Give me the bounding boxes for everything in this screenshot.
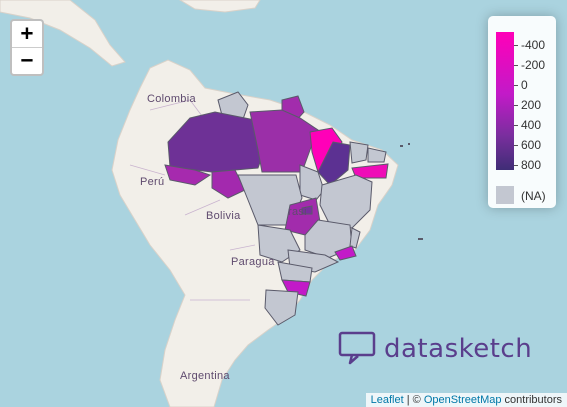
brazil-states bbox=[164, 91, 389, 326]
caribbean-land bbox=[179, 0, 261, 13]
label-colombia: Colombia bbox=[147, 93, 196, 105]
state-RN[interactable] bbox=[367, 147, 387, 163]
leaflet-link[interactable]: Leaflet bbox=[370, 394, 404, 406]
state-PE[interactable] bbox=[351, 163, 389, 179]
label-bolivia: Bolivia bbox=[206, 210, 241, 222]
legend-tick: 0 bbox=[514, 78, 528, 92]
legend-tick: 800 bbox=[513, 158, 542, 172]
legend-tick: -400 bbox=[513, 38, 546, 52]
offshore-islands bbox=[400, 143, 423, 240]
label-peru: Perú bbox=[140, 176, 165, 188]
osm-link[interactable]: OpenStreetMap bbox=[423, 394, 502, 406]
state-ES[interactable] bbox=[349, 227, 361, 249]
label-brazil-fragment: rasi bbox=[288, 206, 307, 218]
legend-tick: 600 bbox=[513, 138, 542, 152]
state-RJ[interactable] bbox=[334, 245, 357, 261]
state-RS[interactable] bbox=[264, 289, 299, 326]
datasketch-logo: datasketch bbox=[338, 330, 532, 373]
state-PA[interactable] bbox=[249, 109, 319, 173]
attribution-contributors: contributors bbox=[501, 394, 562, 406]
legend-tick: -200 bbox=[513, 58, 546, 72]
legend-tick: 400 bbox=[513, 118, 542, 132]
attribution-separator: | © bbox=[403, 394, 424, 406]
zoom-in-button[interactable]: + bbox=[20, 21, 34, 45]
central-america-land bbox=[0, 0, 126, 67]
legend-na-swatch bbox=[496, 186, 514, 204]
state-BA[interactable] bbox=[319, 174, 373, 229]
country-borders bbox=[129, 99, 256, 301]
datasketch-wordmark: datasketch bbox=[384, 334, 533, 364]
state-AM[interactable] bbox=[167, 111, 266, 173]
color-legend: -400 -200 0 200 400 600 800 (NA) bbox=[488, 16, 556, 208]
legend-gradient-bar bbox=[496, 32, 514, 170]
zoom-out-button[interactable]: − bbox=[12, 47, 42, 74]
label-paraguay: Paragua bbox=[231, 256, 275, 268]
state-RO[interactable] bbox=[211, 169, 246, 199]
legend-na-label: (NA) bbox=[521, 189, 546, 203]
state-CE[interactable] bbox=[349, 141, 369, 164]
state-DF[interactable] bbox=[301, 205, 313, 215]
legend-tick: 200 bbox=[513, 98, 542, 112]
map-attribution: Leaflet | © OpenStreetMap contributors bbox=[365, 393, 567, 407]
state-PI[interactable] bbox=[317, 141, 351, 186]
label-argentina: Argentina bbox=[180, 370, 230, 382]
datasketch-icon bbox=[338, 331, 376, 365]
zoom-control: + − bbox=[10, 19, 44, 76]
state-AC[interactable] bbox=[164, 164, 212, 186]
